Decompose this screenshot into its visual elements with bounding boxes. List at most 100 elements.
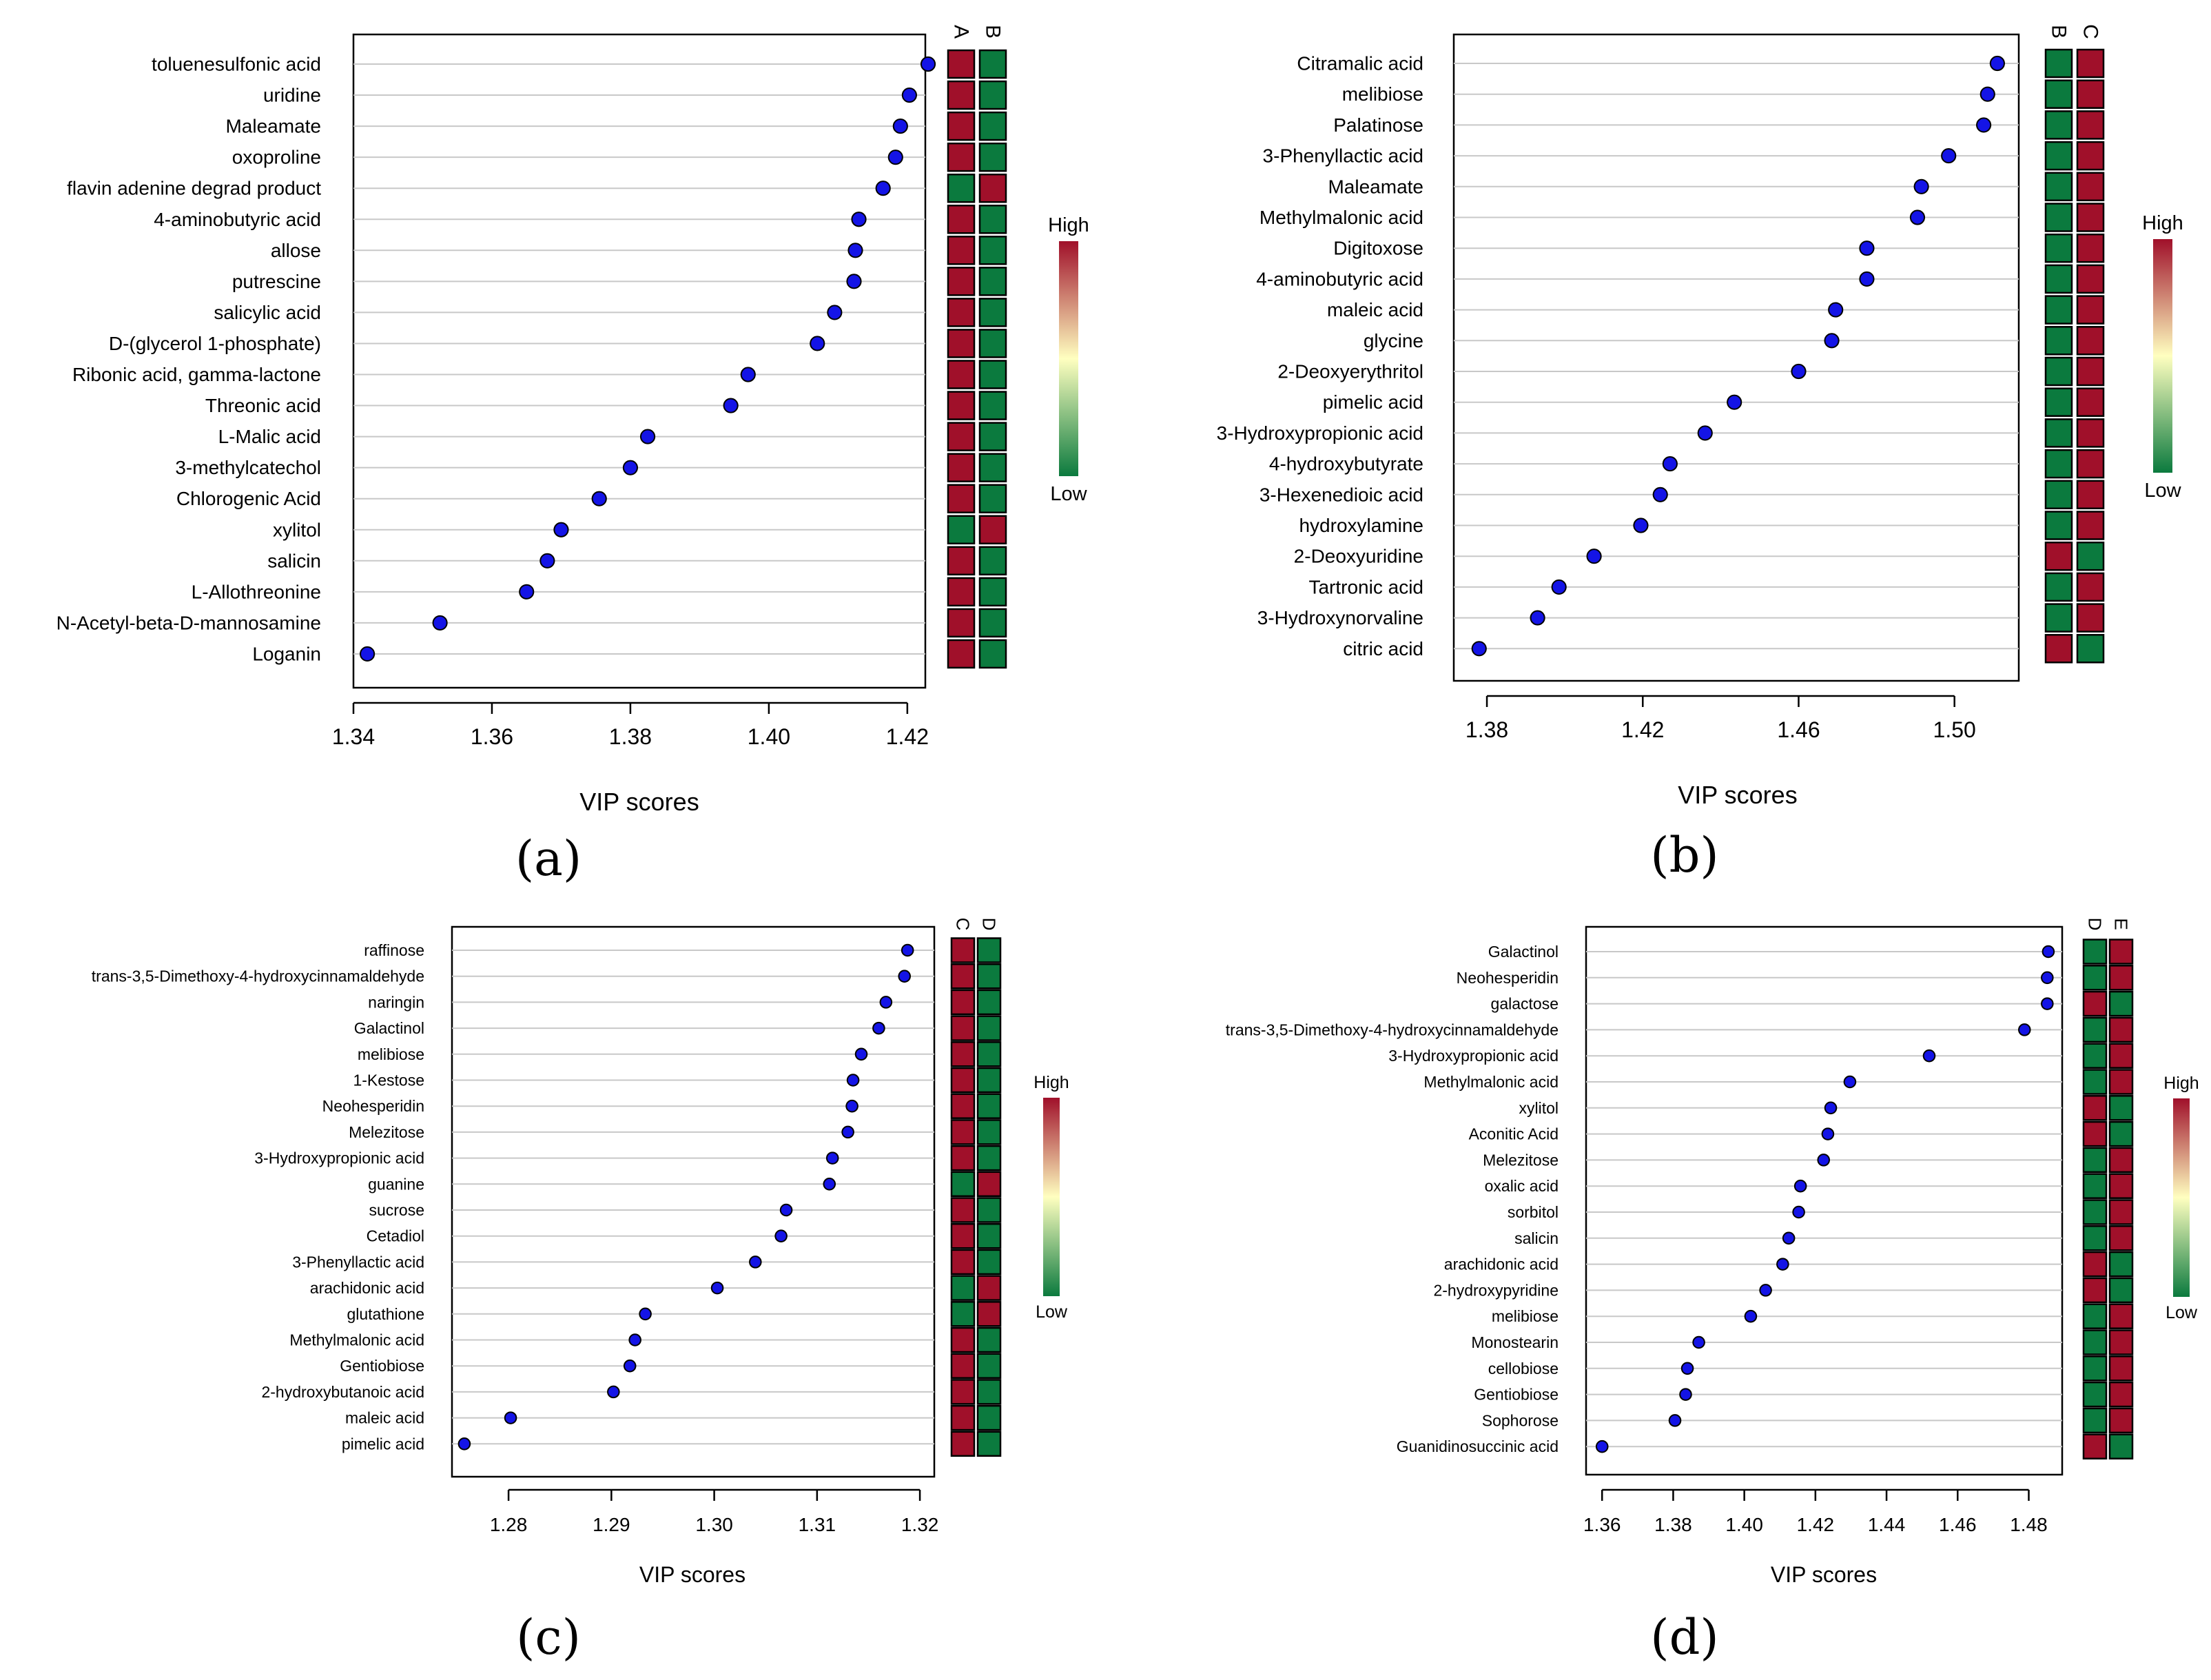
metabolite-label: 3-Hydroxypropionic acid: [1388, 1047, 1559, 1065]
heatmap-cell: [947, 267, 976, 296]
vip-point: [1817, 1154, 1831, 1167]
heatmap-cell: [2076, 572, 2105, 602]
metabolite-label: toluenesulfonic acid: [152, 54, 321, 75]
vip-point: [1859, 271, 1875, 287]
x-tick-label: 1.38: [609, 724, 652, 749]
heatmap-cell: [947, 577, 976, 607]
heatmap-cell: [976, 1249, 1002, 1276]
legend-high-label: High: [1033, 1073, 1069, 1092]
plot-frame: [1452, 33, 2020, 682]
heatmap-cell: [2082, 1095, 2108, 1121]
vip-point: [879, 996, 893, 1009]
metabolite-label: Melezitose: [349, 1123, 424, 1141]
heatmap-cell: [2108, 1407, 2134, 1434]
heatmap-cell: [976, 963, 1002, 990]
heatmap-cell: [2044, 79, 2073, 109]
heatmap-cell: [2044, 233, 2073, 263]
heatmap-cell: [978, 49, 1007, 79]
vip-point: [1791, 363, 1807, 380]
metabolite-label: 3-Phenyllactic acid: [292, 1253, 424, 1271]
metabolite-label: citric acid: [1343, 638, 1423, 659]
heatmap-cell: [2108, 1043, 2134, 1069]
heatmap-cell: [2108, 1199, 2134, 1225]
x-tick-label: 1.36: [471, 724, 513, 749]
vip-point: [1792, 1205, 1805, 1219]
heatmap-cell: [950, 1015, 976, 1041]
vip-point: [1913, 178, 1929, 194]
vip-point: [1976, 117, 1992, 133]
heatmap-cell: [976, 1326, 1002, 1353]
group-label: B: [982, 25, 1005, 39]
panel-b: Citramalic acid melibiose Palatinose 3-Phen…: [1217, 24, 2183, 883]
x-tick-label: 1.48: [2010, 1514, 2048, 1535]
vip-point: [740, 367, 756, 382]
heatmap-cell: [976, 1067, 1002, 1094]
heatmap-cell: [2082, 1225, 2108, 1251]
heatmap-cell: [947, 391, 976, 420]
vip-point: [779, 1203, 793, 1217]
heatmap-cell: [2044, 449, 2073, 479]
panel-label: (d): [1650, 1609, 1718, 1666]
vip-point: [847, 243, 863, 258]
metabolite-label: 1-Kestose: [353, 1072, 424, 1089]
heatmap-cell: [2108, 1120, 2134, 1147]
heatmap-cell: [2082, 1433, 2108, 1459]
heatmap-cell: [2082, 1407, 2108, 1434]
vip-point: [841, 1125, 854, 1139]
heatmap-cell: [950, 1171, 976, 1198]
legend-high-label: High: [2142, 212, 2183, 234]
vip-point: [539, 553, 555, 568]
panel-d: Galactinol Neohesperidin galactose trans-3,…: [1226, 918, 2199, 1666]
vip-point: [823, 1178, 836, 1191]
x-tick-label: 1.34: [332, 724, 375, 749]
metabolite-label: Citramalic acid: [1297, 53, 1423, 74]
vip-point: [2041, 971, 2054, 985]
heatmap-cell: [947, 453, 976, 482]
group-label: A: [950, 25, 973, 39]
metabolite-label: Gentiobiose: [340, 1357, 424, 1375]
metabolite-label: D-(glycerol 1-phosphate): [109, 333, 321, 354]
heatmap-cell: [2044, 572, 2073, 602]
metabolite-label: sorbitol: [1508, 1203, 1559, 1221]
heatmap-cell: [2044, 48, 2073, 79]
heatmap-cell: [947, 298, 976, 327]
vip-point: [875, 181, 891, 196]
x-tick-label: 1.38: [1654, 1514, 1692, 1535]
heatmap-cell: [2076, 203, 2105, 232]
metabolite-label: Maleamate: [1328, 176, 1423, 197]
metabolite-label: Monostearin: [1471, 1333, 1559, 1351]
x-axis-title: VIP scores: [1771, 1562, 1877, 1587]
x-tick-label: 1.46: [1939, 1514, 1977, 1535]
heatmap-cell: [978, 391, 1007, 420]
heatmap-cell: [2082, 1069, 2108, 1095]
vip-point: [892, 119, 908, 134]
heatmap-cell: [950, 1197, 976, 1223]
metabolite-label: maleic acid: [1327, 299, 1423, 320]
metabolite-label: allose: [271, 240, 321, 261]
x-tick-label: 1.50: [1933, 717, 1976, 742]
heatmap-cell: [978, 608, 1007, 638]
heatmap-cell: [2108, 1173, 2134, 1199]
heatmap-cell: [976, 989, 1002, 1016]
color-scale-bar: [1059, 241, 1078, 476]
metabolite-label: 2-hydroxypyridine: [1433, 1281, 1559, 1299]
heatmap-cell: [976, 1301, 1002, 1327]
vip-point: [1843, 1075, 1857, 1089]
vip-point: [1782, 1231, 1796, 1245]
metabolite-label: 2-hydroxybutanoic acid: [261, 1383, 424, 1401]
metabolite-label: salicin: [267, 550, 321, 571]
heatmap-cell: [976, 1431, 1002, 1457]
heatmap-cell: [2082, 1199, 2108, 1225]
metabolite-label: 3-methylcatechol: [175, 457, 321, 478]
vip-point: [2018, 1023, 2031, 1036]
vip-point: [810, 336, 825, 351]
heatmap-cell: [947, 111, 976, 141]
heatmap-cell: [2044, 326, 2073, 356]
metabolite-label: raffinose: [364, 941, 424, 959]
metabolite-label: trans-3,5-Dimethoxy-4-hydroxycinnamaldeh…: [92, 967, 424, 985]
heatmap-cell: [947, 236, 976, 265]
legend-low-label: Low: [1050, 483, 1087, 505]
heatmap-cell: [950, 1145, 976, 1171]
metabolite-label: arachidonic acid: [310, 1279, 424, 1297]
heatmap-cell: [2076, 326, 2105, 356]
